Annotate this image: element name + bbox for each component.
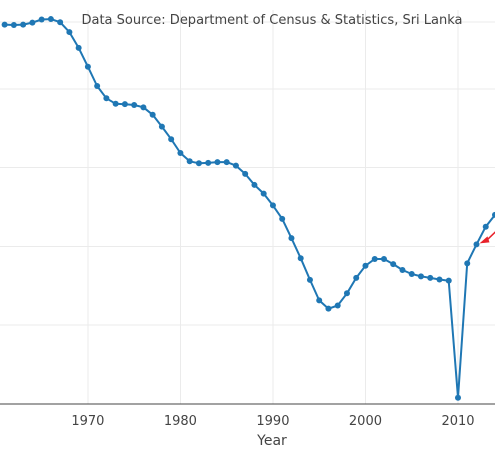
data-point-2006 bbox=[417, 273, 424, 280]
data-point-1988 bbox=[251, 181, 258, 188]
data-point-1987 bbox=[242, 170, 249, 177]
data-point-2001 bbox=[371, 256, 378, 263]
data-point-1992 bbox=[288, 235, 295, 242]
data-point-1980 bbox=[177, 150, 184, 157]
data-point-2009 bbox=[445, 277, 452, 284]
data-point-1983 bbox=[205, 159, 212, 166]
data-point-1994 bbox=[306, 276, 313, 283]
data-point-2013 bbox=[482, 223, 489, 230]
data-source-annotation: Data Source: Department of Census & Stat… bbox=[81, 13, 462, 28]
data-point-1984 bbox=[214, 159, 221, 166]
data-point-1961 bbox=[1, 21, 8, 28]
data-point-1978 bbox=[158, 123, 165, 130]
data-point-1971 bbox=[94, 83, 101, 90]
data-point-1982 bbox=[195, 160, 202, 167]
x-tick-label-1970: 1970 bbox=[71, 414, 104, 429]
data-point-1963 bbox=[20, 21, 27, 28]
data-point-1993 bbox=[297, 255, 304, 262]
data-point-1991 bbox=[279, 215, 286, 222]
grid bbox=[0, 10, 495, 404]
data-point-2004 bbox=[399, 267, 406, 274]
data-point-2008 bbox=[436, 276, 443, 283]
x-tick-labels: 1970 1980 1990 2000 2010 bbox=[71, 414, 474, 429]
data-point-2011 bbox=[464, 260, 471, 267]
data-point-1977 bbox=[149, 111, 156, 118]
data-point-1997 bbox=[334, 302, 341, 309]
data-point-1981 bbox=[186, 158, 193, 165]
data-point-2002 bbox=[380, 256, 387, 263]
data-point-1962 bbox=[10, 21, 17, 28]
data-point-1989 bbox=[260, 190, 267, 197]
data-point-1990 bbox=[269, 202, 276, 209]
data-point-1968 bbox=[66, 29, 73, 36]
data-point-1966 bbox=[47, 16, 54, 23]
data-point-1974 bbox=[121, 101, 128, 108]
data-point-1995 bbox=[316, 297, 323, 304]
data-point-2003 bbox=[390, 261, 397, 268]
x-axis-title: Year bbox=[256, 433, 287, 449]
arrow-head bbox=[479, 236, 490, 244]
data-point-1979 bbox=[168, 136, 175, 143]
data-point-2012 bbox=[473, 241, 480, 248]
data-point-1965 bbox=[38, 16, 45, 23]
series-group bbox=[1, 16, 495, 401]
data-point-1985 bbox=[223, 159, 230, 166]
x-tick-label-1980: 1980 bbox=[164, 414, 197, 429]
data-point-1967 bbox=[57, 19, 64, 26]
data-point-1973 bbox=[112, 100, 119, 107]
series-line-0 bbox=[4, 18, 495, 399]
data-point-1986 bbox=[232, 162, 239, 169]
data-point-1999 bbox=[353, 274, 360, 281]
data-point-2010 bbox=[454, 394, 461, 401]
annotation-arrow bbox=[479, 231, 495, 244]
data-point-2000 bbox=[362, 262, 369, 269]
data-point-1998 bbox=[343, 290, 350, 297]
data-point-1996 bbox=[325, 305, 332, 312]
x-tick-label-2010: 2010 bbox=[441, 414, 474, 429]
data-point-1972 bbox=[103, 95, 110, 102]
data-point-2005 bbox=[408, 270, 415, 277]
data-point-2014 bbox=[492, 211, 495, 218]
data-point-2007 bbox=[427, 274, 434, 281]
data-point-1964 bbox=[29, 19, 36, 26]
data-point-1969 bbox=[75, 44, 82, 51]
data-point-1975 bbox=[131, 101, 138, 108]
data-point-1970 bbox=[84, 63, 91, 70]
x-tick-label-2000: 2000 bbox=[349, 414, 382, 429]
data-point-1976 bbox=[140, 104, 147, 111]
x-tick-label-1990: 1990 bbox=[256, 414, 289, 429]
